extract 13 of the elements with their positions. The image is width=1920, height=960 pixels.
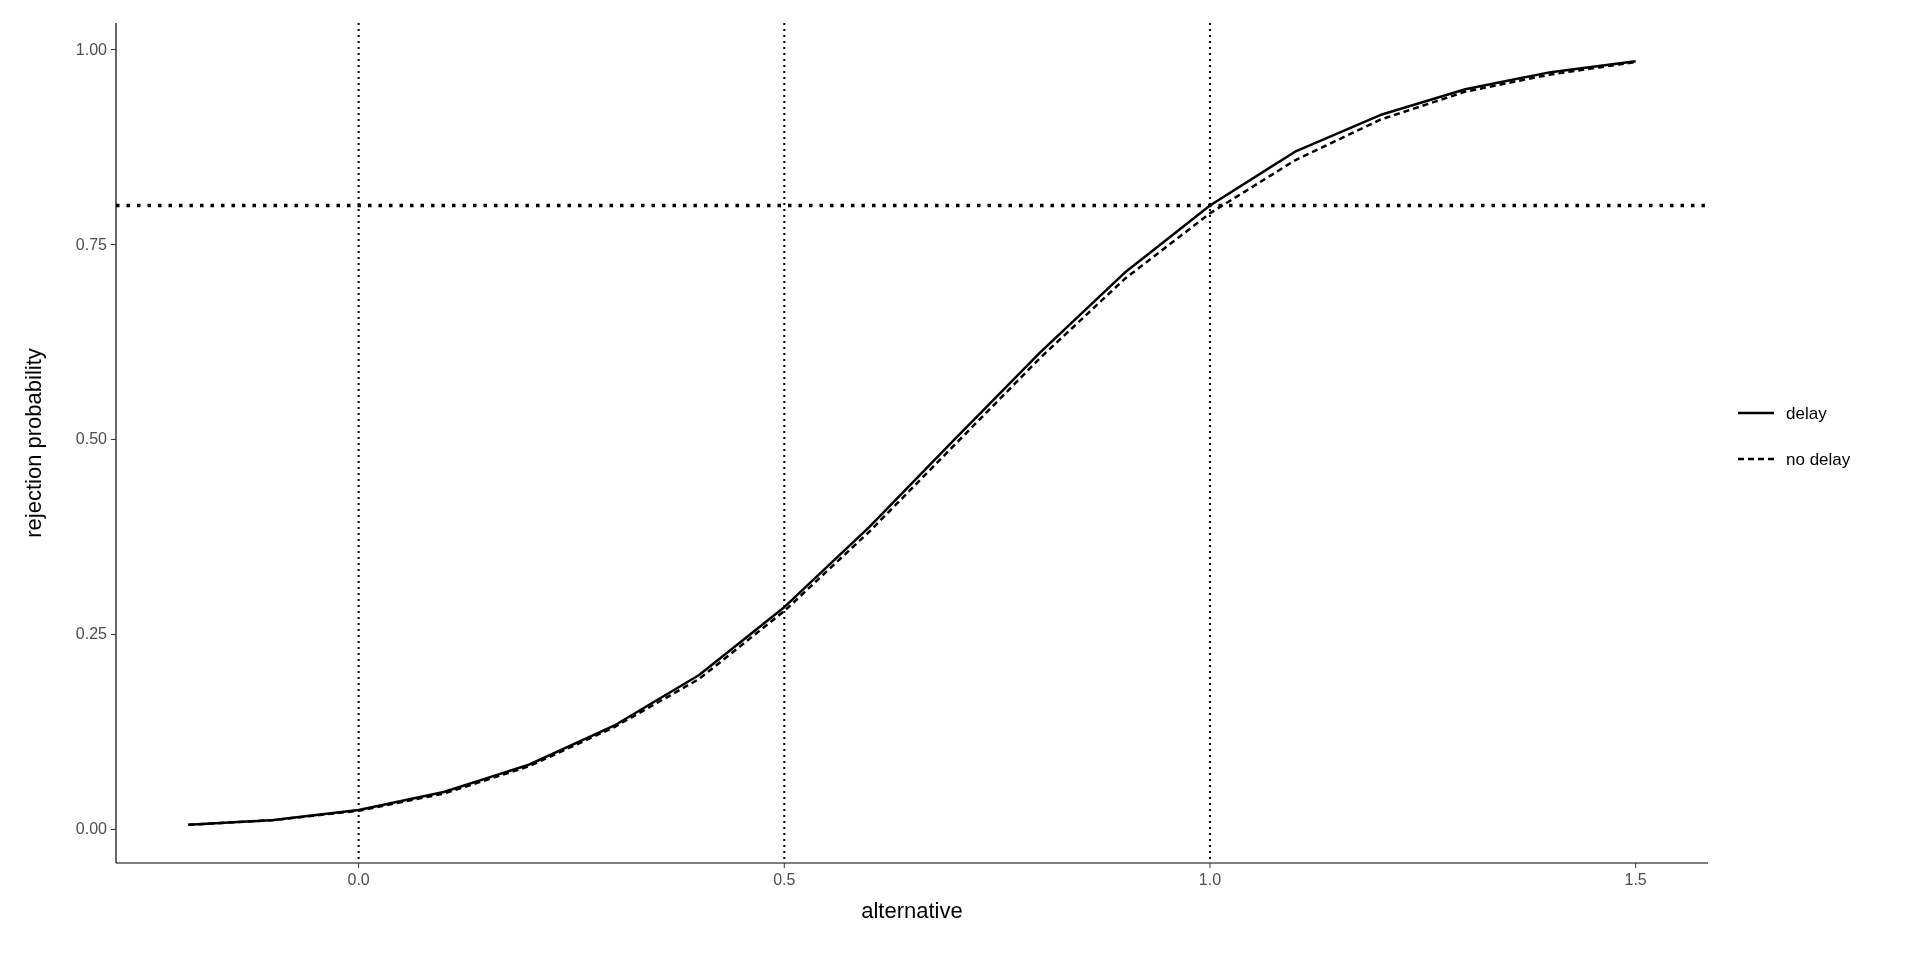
x-tick-label: 1.0	[1198, 871, 1222, 888]
legend-label: no delay	[1786, 450, 1851, 469]
y-tick-label: 1.00	[75, 40, 108, 58]
x-tick-label: 1.5	[1624, 871, 1647, 888]
y-tick-label: 0.75	[75, 235, 108, 253]
y-axis-title: rejection probability	[21, 348, 46, 538]
legend-label: delay	[1786, 404, 1828, 423]
x-tick-label: 0.0	[347, 871, 370, 888]
y-tick-label: 0.00	[75, 820, 108, 838]
y-tick-label: 0.50	[75, 430, 108, 448]
x-axis-title: alternative	[861, 898, 963, 923]
y-tick-label: 0.25	[75, 625, 108, 643]
x-tick-label: 0.5	[773, 871, 796, 888]
